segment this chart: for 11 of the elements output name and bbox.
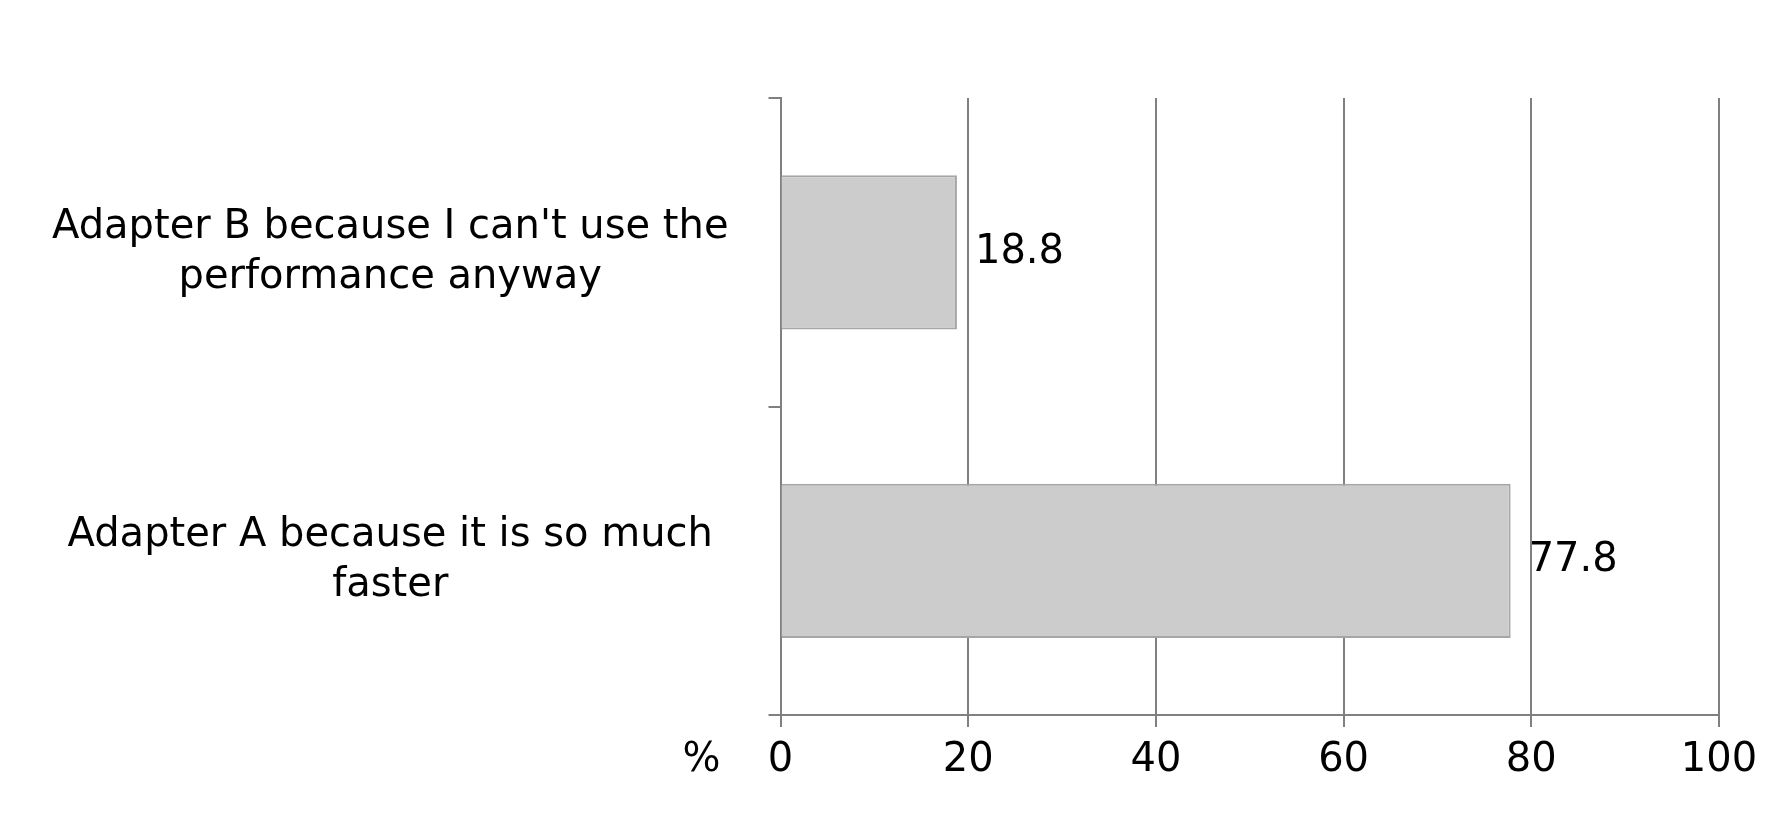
x-axis-title: % [682, 734, 721, 781]
x-tick-label: 60 [1318, 734, 1370, 781]
data-label: 18.8 [974, 225, 1064, 272]
data-label: 77.8 [1528, 534, 1618, 581]
x-tick-label: 0 [767, 734, 794, 781]
x-tick-label: 100 [1680, 734, 1758, 781]
x-tick-label: 80 [1505, 734, 1557, 781]
y-tick-label: Adapter A because it is so much faster [67, 509, 713, 606]
x-tick-label: 40 [1130, 734, 1182, 781]
y-tick-label: Adapter B because I can't use the performance anyway [51, 200, 729, 297]
x-tick-label: 20 [942, 734, 994, 781]
